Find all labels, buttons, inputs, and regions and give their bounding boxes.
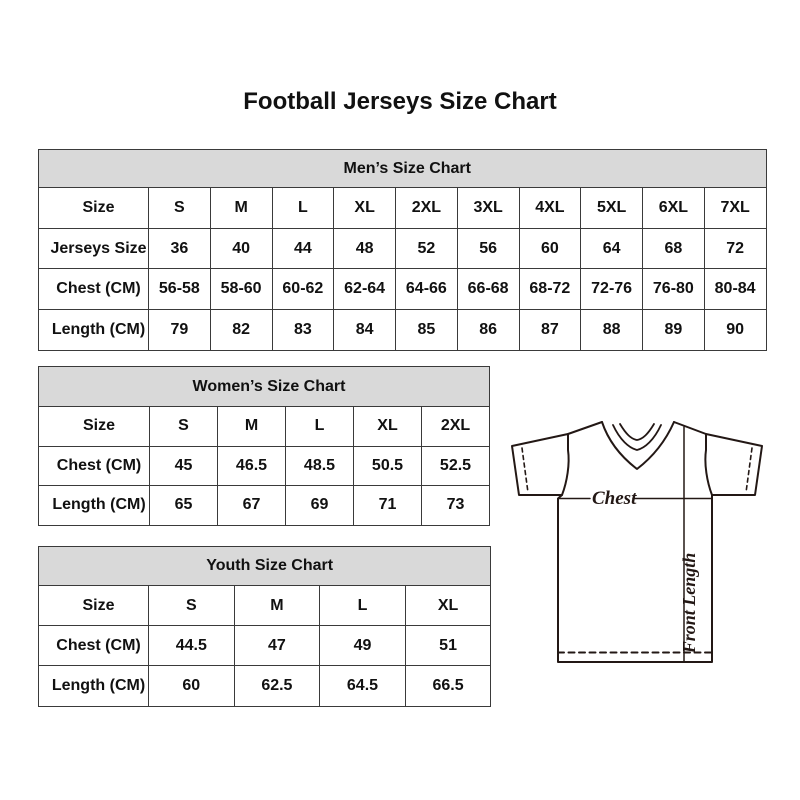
svg-text:Front Length: Front Length: [679, 553, 699, 655]
svg-text:Chest: Chest: [592, 488, 637, 509]
